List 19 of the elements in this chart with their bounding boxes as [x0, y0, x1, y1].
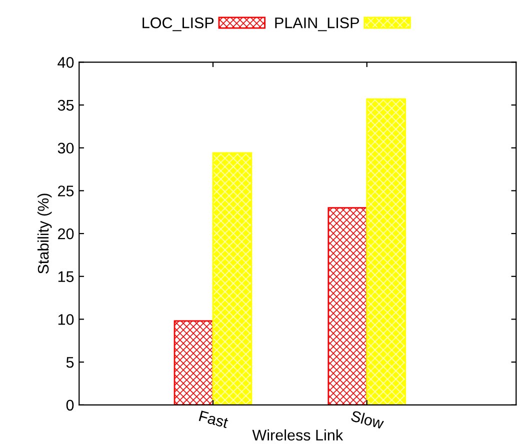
y-axis-title: Stability (%) [37, 194, 52, 274]
y-tick-label: 25 [58, 186, 74, 196]
x-tick-label: Slow [350, 410, 385, 430]
legend-label: PLAIN_LISP [275, 17, 359, 32]
bar [174, 320, 214, 405]
x-tick-label: Fast [198, 410, 229, 428]
y-tick-label: 0 [66, 400, 74, 411]
legend-label: LOC_LISP [142, 17, 214, 32]
bar [328, 207, 368, 405]
bar [366, 98, 406, 405]
x-axis-title: Wireless Link [252, 429, 344, 441]
y-tick-label: 35 [58, 100, 74, 111]
y-tick-label: 20 [58, 228, 74, 240]
y-tick-label: 5 [66, 357, 74, 368]
bar [212, 152, 252, 405]
y-tick-label: 15 [58, 271, 74, 282]
y-tick-label: 10 [58, 314, 74, 325]
y-tick-label: 30 [58, 142, 74, 154]
y-tick-label: 40 [58, 57, 74, 68]
